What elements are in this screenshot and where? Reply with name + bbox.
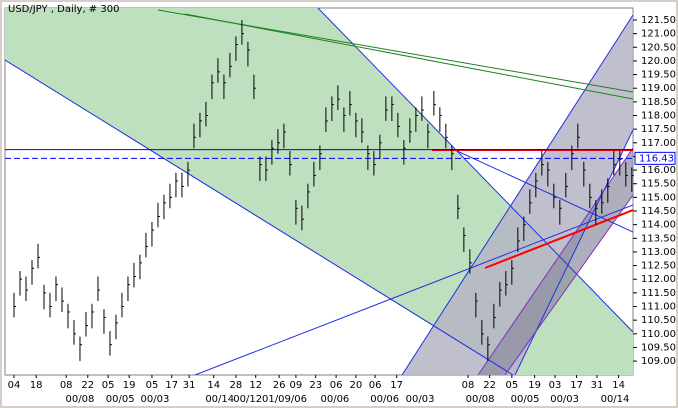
x-tick-label: 18 bbox=[30, 380, 43, 391]
y-tick-label: 109.50 bbox=[641, 342, 676, 353]
x-subtick-label: 00/08 bbox=[466, 394, 495, 405]
trend-line bbox=[317, 8, 633, 333]
y-tick-label: 119.50 bbox=[641, 70, 676, 81]
y-tick-label: 113.50 bbox=[641, 233, 676, 244]
x-tick-label: 14 bbox=[207, 380, 220, 391]
x-subtick-label: 00/06 bbox=[370, 394, 399, 405]
y-tick-label: 117.50 bbox=[641, 124, 676, 135]
x-tick-label: 09 bbox=[290, 380, 303, 391]
x-tick-label: 23 bbox=[309, 380, 322, 391]
x-tick-label: 05 bbox=[505, 380, 518, 391]
trend-line bbox=[477, 147, 633, 375]
price-bars bbox=[13, 20, 634, 362]
y-tick-label: 110.50 bbox=[641, 315, 676, 326]
x-tick-label: 08 bbox=[60, 380, 73, 391]
y-tick-label: 113.00 bbox=[641, 247, 676, 258]
x-subtick-label: 00/03 bbox=[406, 394, 435, 405]
y-tick-label: 110.00 bbox=[641, 329, 676, 340]
x-tick-label: 22 bbox=[81, 380, 94, 391]
trend-line bbox=[5, 59, 514, 375]
level-label-box bbox=[634, 151, 676, 165]
x-tick-label: 20 bbox=[350, 380, 363, 391]
x-tick-label: 06 bbox=[330, 380, 343, 391]
x-subtick-label: 00/1201/09/06 bbox=[233, 394, 307, 405]
y-tick-label: 112.00 bbox=[641, 274, 676, 285]
y-tick-label: 115.50 bbox=[641, 179, 676, 190]
x-tick-label: 19 bbox=[528, 380, 541, 391]
trend-line bbox=[454, 149, 633, 233]
y-tick-label: 111.00 bbox=[641, 302, 676, 313]
x-tick-label: 05 bbox=[102, 380, 115, 391]
support-line bbox=[484, 209, 633, 269]
x-tick-label: 17 bbox=[570, 380, 583, 391]
levels bbox=[5, 149, 633, 159]
y-tick-label: 114.50 bbox=[641, 206, 676, 217]
y-tick-label: 119.00 bbox=[641, 83, 676, 94]
x-tick-label: 31 bbox=[183, 380, 196, 391]
y-tick-label: 121.50 bbox=[641, 15, 676, 26]
y-tick-label: 117.00 bbox=[641, 138, 676, 149]
x-tick-label: 06 bbox=[369, 380, 382, 391]
x-subtick-label: 00/14 bbox=[205, 394, 234, 405]
x-tick-label: 17 bbox=[390, 380, 403, 391]
x-tick-label: 22 bbox=[483, 380, 496, 391]
x-tick-label: 19 bbox=[123, 380, 136, 391]
x-subtick-label: 00/08 bbox=[66, 394, 95, 405]
drawings bbox=[5, 8, 633, 375]
x-tick-label: 03 bbox=[549, 380, 562, 391]
x-tick-label: 31 bbox=[591, 380, 604, 391]
y-tick-label: 112.50 bbox=[641, 261, 676, 272]
chart-title: USD/JPY , Daily, # 300 bbox=[8, 4, 119, 15]
y-tick-label: 118.00 bbox=[641, 111, 676, 122]
x-tick-label: 08 bbox=[462, 380, 475, 391]
y-tick-label: 118.50 bbox=[641, 97, 676, 108]
x-subtick-label: 00/14 bbox=[601, 394, 630, 405]
x-tick-label: 12 bbox=[249, 380, 262, 391]
x-tick-label: 14 bbox=[612, 380, 625, 391]
x-subtick-label: 00/03 bbox=[141, 394, 170, 405]
y-tick-label: 116.00 bbox=[641, 165, 676, 176]
x-tick-label: 26 bbox=[273, 380, 286, 391]
y-tick-label: 109.00 bbox=[641, 356, 676, 367]
x-tick-label: 28 bbox=[230, 380, 243, 391]
trend-line bbox=[184, 13, 633, 100]
trend-line bbox=[401, 14, 633, 375]
y-tick-label: 120.50 bbox=[641, 42, 676, 53]
y-tick-label: 114.00 bbox=[641, 220, 676, 231]
y-tick-label: 111.50 bbox=[641, 288, 676, 299]
level-label: 116.43 bbox=[639, 153, 674, 164]
x-subtick-label: 00/05 bbox=[106, 394, 135, 405]
x-tick-label: 05 bbox=[146, 380, 159, 391]
axes: 109.00 109.50 110.00 110.50 111.00 111.50 112.… bbox=[8, 15, 676, 405]
x-tick-label: 17 bbox=[165, 380, 178, 391]
trend-line bbox=[504, 194, 633, 375]
x-subtick-label: 00/05 bbox=[511, 394, 540, 405]
x-subtick-label: 00/03 bbox=[550, 394, 579, 405]
x-subtick-label: 00/06 bbox=[320, 394, 349, 405]
trend-line bbox=[194, 204, 633, 375]
y-tick-label: 115.00 bbox=[641, 192, 676, 203]
y-tick-label: 120.00 bbox=[641, 56, 676, 67]
y-tick-label: 121.00 bbox=[641, 29, 676, 40]
x-tick-label: 04 bbox=[8, 380, 21, 391]
